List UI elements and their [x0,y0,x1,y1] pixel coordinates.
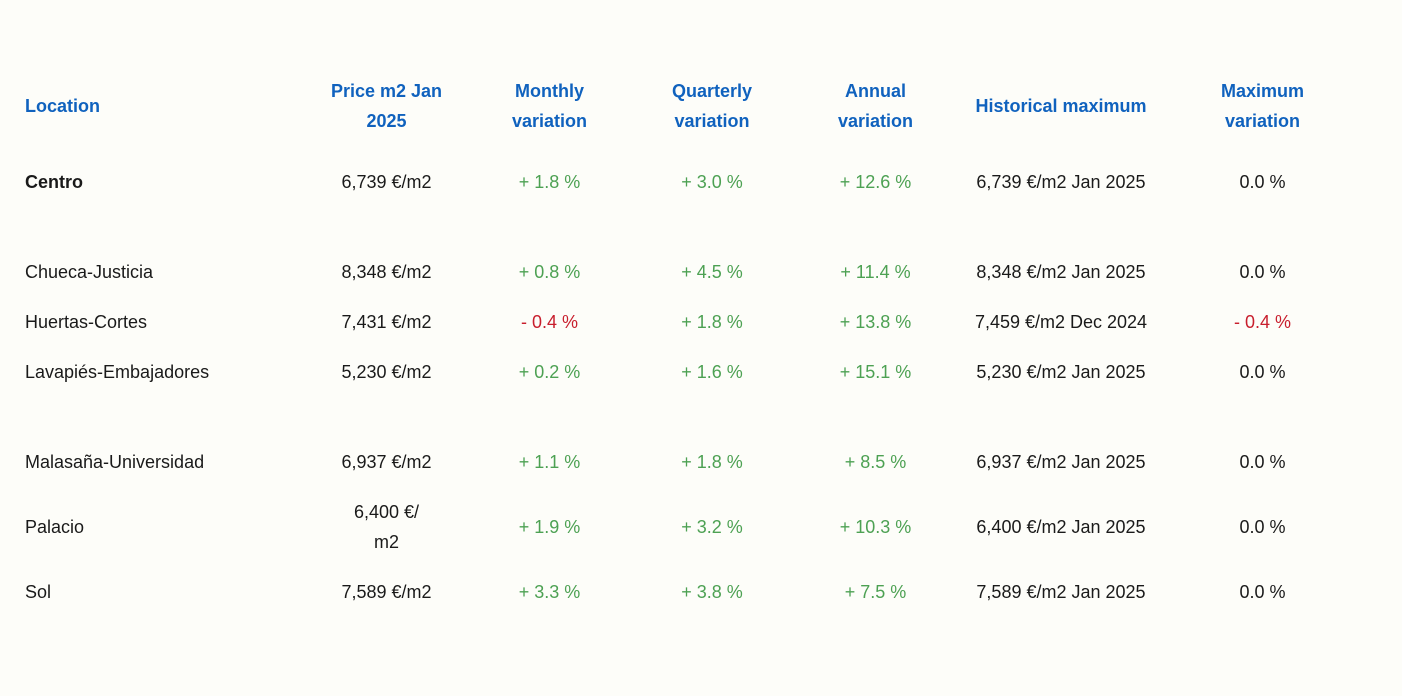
historical-maximum-cell: 7,589 €/m2 Jan 2025 [976,582,1146,602]
monthly-variation-cell: + 1.8 % [518,172,581,192]
annual-variation-cell: + 10.3 % [839,517,912,537]
group-spacer [0,397,1402,437]
price-cell: 6,739 €/m2 [341,172,432,192]
maximum-variation-cell: 0.0 % [1239,172,1286,192]
annual-variation-cell: + 8.5 % [844,452,907,472]
column-header-location: Location [25,96,100,116]
price-cell: 5,230 €/m2 [341,362,432,382]
location-cell: Huertas-Cortes [25,312,148,332]
quarterly-variation-cell: + 3.0 % [681,172,743,192]
column-header-maximum-variation: Maximum variation [1220,81,1305,131]
maximum-variation-cell: 0.0 % [1239,362,1286,382]
quarterly-variation-cell: + 3.8 % [681,582,743,602]
price-cell: 8,348 €/m2 [341,262,432,282]
maximum-variation-cell: 0.0 % [1239,582,1286,602]
historical-maximum-cell: 7,459 €/m2 Dec 2024 [974,312,1148,332]
column-header-annual-variation: Annual variation [837,81,914,131]
monthly-variation-cell: + 1.1 % [518,452,581,472]
location-cell: Chueca-Justicia [25,262,154,282]
column-header-monthly-variation: Monthly variation [511,81,588,131]
historical-maximum-cell: 5,230 €/m2 Jan 2025 [976,362,1146,382]
monthly-variation-cell: + 0.2 % [518,362,581,382]
maximum-variation-cell: - 0.4 % [1233,312,1292,332]
maximum-variation-cell: 0.0 % [1239,262,1286,282]
quarterly-variation-cell: + 4.5 % [681,262,743,282]
table-row-lavapies-embajadores: Lavapiés-Embajadores 5,230 €/m2 + 0.2 % … [0,347,1402,397]
price-cell: 7,431 €/m2 [341,312,432,332]
annual-variation-cell: + 12.6 % [839,172,912,192]
historical-maximum-cell: 8,348 €/m2 Jan 2025 [976,262,1146,282]
location-cell: Malasaña-Universidad [25,452,205,472]
price-cell: 7,589 €/m2 [341,582,432,602]
table-row-huertas-cortes: Huertas-Cortes 7,431 €/m2 - 0.4 % + 1.8 … [0,297,1402,347]
group-spacer [0,207,1402,247]
price-cell: 6,400 €/ m2 [353,502,420,552]
column-header-price: Price m2 Jan 2025 [330,81,443,131]
table-row-centro: Centro 6,739 €/m2 + 1.8 % + 3.0 % + 12.6… [0,157,1402,207]
monthly-variation-cell: + 3.3 % [518,582,581,602]
table-row-chueca-justicia: Chueca-Justicia 8,348 €/m2 + 0.8 % + 4.5… [0,247,1402,297]
column-header-quarterly-variation: Quarterly variation [671,81,753,131]
historical-maximum-cell: 6,937 €/m2 Jan 2025 [976,452,1146,472]
table-row-palacio: Palacio 6,400 €/ m2 + 1.9 % + 3.2 % + 10… [0,487,1402,567]
table-row-sol: Sol 7,589 €/m2 + 3.3 % + 3.8 % + 7.5 % 7… [0,567,1402,617]
monthly-variation-cell: - 0.4 % [520,312,579,332]
monthly-variation-cell: + 0.8 % [518,262,581,282]
annual-variation-cell: + 11.4 % [840,262,911,282]
historical-maximum-cell: 6,400 €/m2 Jan 2025 [976,517,1146,537]
price-cell: 6,937 €/m2 [341,452,432,472]
location-cell: Sol [25,582,52,602]
quarterly-variation-cell: + 1.8 % [681,452,743,472]
annual-variation-cell: + 13.8 % [839,312,912,332]
monthly-variation-cell: + 1.9 % [518,517,581,537]
location-cell: Lavapiés-Embajadores [25,362,210,382]
historical-maximum-cell: 6,739 €/m2 Jan 2025 [976,172,1146,192]
column-header-historical-maximum: Historical maximum [975,96,1147,116]
maximum-variation-cell: 0.0 % [1239,517,1286,537]
maximum-variation-cell: 0.0 % [1239,452,1286,472]
location-cell: Centro [25,172,83,192]
price-table: Location Price m2 Jan 2025 Monthly varia… [0,72,1402,617]
quarterly-variation-cell: + 1.8 % [681,312,743,332]
table-row-malasana-universidad: Malasaña-Universidad 6,937 €/m2 + 1.1 % … [0,437,1402,487]
table-header-row: Location Price m2 Jan 2025 Monthly varia… [0,72,1402,140]
location-cell: Palacio [25,517,85,537]
annual-variation-cell: + 7.5 % [844,582,907,602]
quarterly-variation-cell: + 1.6 % [681,362,743,382]
quarterly-variation-cell: + 3.2 % [681,517,743,537]
annual-variation-cell: + 15.1 % [839,362,912,382]
